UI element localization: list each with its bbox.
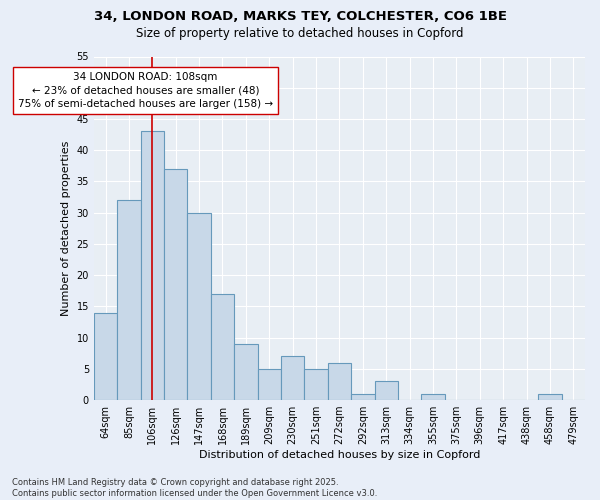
Text: 34 LONDON ROAD: 108sqm
← 23% of detached houses are smaller (48)
75% of semi-det: 34 LONDON ROAD: 108sqm ← 23% of detached…: [18, 72, 273, 108]
Bar: [164, 169, 187, 400]
Text: 34, LONDON ROAD, MARKS TEY, COLCHESTER, CO6 1BE: 34, LONDON ROAD, MARKS TEY, COLCHESTER, …: [94, 10, 506, 23]
Bar: [421, 394, 445, 400]
Bar: [234, 344, 257, 400]
Bar: [281, 356, 304, 400]
Bar: [94, 312, 117, 400]
Bar: [187, 212, 211, 400]
Bar: [328, 362, 351, 400]
Bar: [538, 394, 562, 400]
Bar: [140, 132, 164, 400]
Y-axis label: Number of detached properties: Number of detached properties: [61, 140, 71, 316]
Bar: [211, 294, 234, 400]
Bar: [351, 394, 374, 400]
Text: Contains HM Land Registry data © Crown copyright and database right 2025.
Contai: Contains HM Land Registry data © Crown c…: [12, 478, 377, 498]
Bar: [304, 369, 328, 400]
Bar: [257, 369, 281, 400]
Bar: [374, 382, 398, 400]
Text: Size of property relative to detached houses in Copford: Size of property relative to detached ho…: [136, 28, 464, 40]
Bar: [117, 200, 140, 400]
X-axis label: Distribution of detached houses by size in Copford: Distribution of detached houses by size …: [199, 450, 480, 460]
